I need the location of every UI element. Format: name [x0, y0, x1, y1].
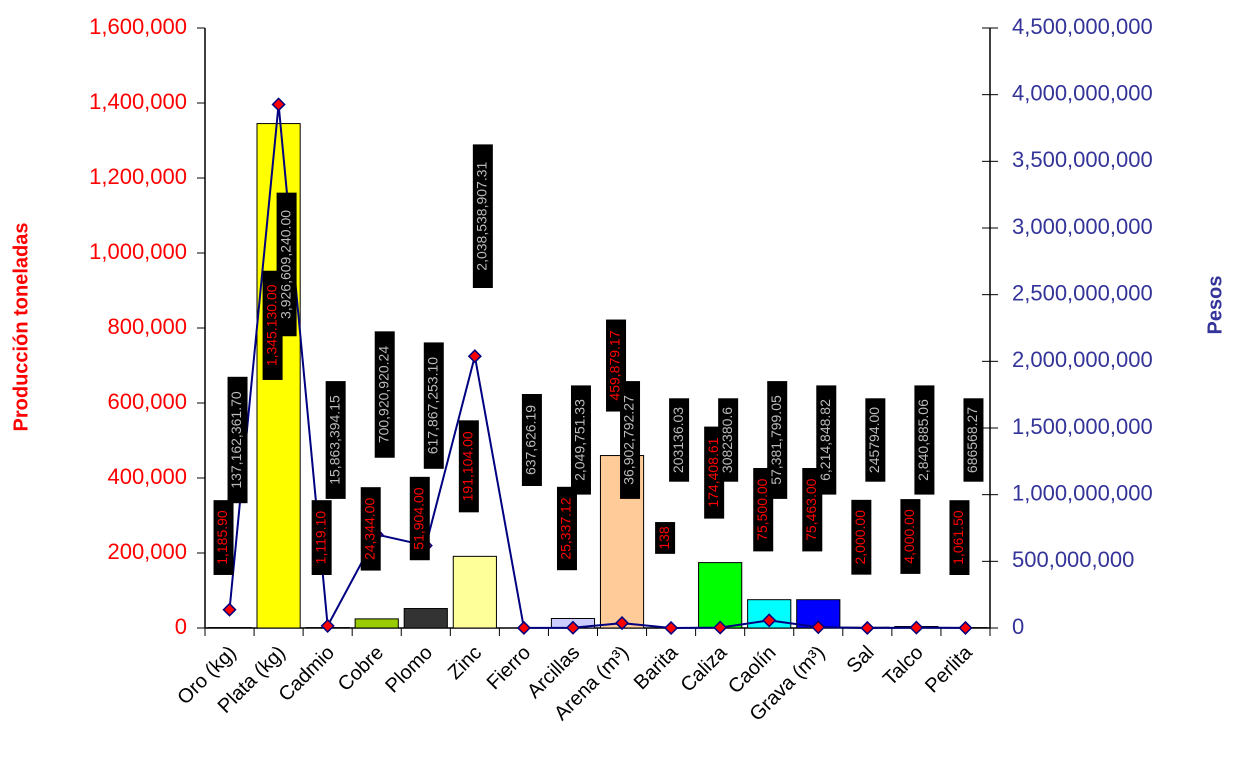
- x-tick-label: Cobre: [334, 642, 388, 696]
- data-label: 686568.27: [964, 407, 980, 473]
- y-tick-label: 800,000: [107, 314, 187, 339]
- data-label: 203136.03: [670, 407, 686, 473]
- y-tick-label: 0: [175, 614, 187, 639]
- y2-tick-label: 4,500,000,000: [1012, 14, 1153, 39]
- marker: [518, 622, 530, 634]
- data-label: 637,626.19: [523, 405, 539, 475]
- marker: [224, 604, 236, 616]
- data-label: 51,904.00: [410, 487, 426, 549]
- data-label: 25,337.12: [558, 497, 574, 559]
- bar: [453, 556, 496, 628]
- data-label: 245794.00: [866, 407, 882, 473]
- marker: [273, 98, 285, 110]
- y-tick-label: 1,200,000: [89, 164, 187, 189]
- data-label: 138: [656, 526, 672, 550]
- x-tick-label: Barita: [630, 641, 683, 694]
- y-tick-label: 1,400,000: [89, 89, 187, 114]
- y2-tick-label: 1,000,000,000: [1012, 480, 1153, 505]
- marker: [861, 622, 873, 634]
- data-label: 2,840,885.06: [915, 399, 931, 481]
- data-label: 700,920,920.24: [375, 346, 391, 444]
- y2-tick-label: 2,000,000,000: [1012, 347, 1153, 372]
- y-tick-label: 1,000,000: [89, 239, 187, 264]
- bar: [699, 563, 742, 628]
- y2-tick-label: 4,000,000,000: [1012, 80, 1153, 105]
- x-tick-label: Zinc: [444, 642, 486, 684]
- data-label: 2,049,751.33: [572, 399, 588, 481]
- x-tick-label: Perlita: [921, 641, 977, 697]
- data-label: 2,000.00: [852, 510, 868, 565]
- x-tick-label: Sal: [843, 642, 879, 678]
- data-label: 3082380.6: [719, 407, 735, 473]
- data-label: 1,119.10: [312, 511, 328, 565]
- y-tick-label: 600,000: [107, 389, 187, 414]
- data-label: 36,902,792.27: [621, 395, 637, 485]
- marker: [665, 622, 677, 634]
- y2-tick-label: 1,500,000,000: [1012, 414, 1153, 439]
- y2-tick-label: 500,000,000: [1012, 547, 1134, 572]
- y2-tick-label: 3,000,000,000: [1012, 214, 1153, 239]
- data-label: 24,344.00: [361, 498, 377, 560]
- y-tick-label: 400,000: [107, 464, 187, 489]
- marker: [469, 350, 481, 362]
- data-label: 6,214,848.82: [817, 399, 833, 481]
- y2-tick-label: 3,500,000,000: [1012, 147, 1153, 172]
- data-label: 15,863,394.15: [326, 395, 342, 485]
- x-tick-label: Plomo: [381, 642, 437, 698]
- y2-tick-label: 0: [1012, 614, 1024, 639]
- marker: [959, 622, 971, 634]
- data-label: 1,061.50: [950, 510, 966, 565]
- x-tick-label: Talco: [879, 642, 928, 691]
- data-label: 191,104.00: [460, 431, 476, 501]
- data-label: 4,000.00: [901, 509, 917, 564]
- marker: [910, 622, 922, 634]
- y-tick-label: 1,600,000: [89, 14, 187, 39]
- data-label: 1,185.90: [214, 510, 230, 565]
- data-label: 3,926,609,240.00: [277, 210, 293, 319]
- bar: [404, 609, 447, 628]
- data-label: 2,038,538,907.31: [474, 161, 490, 270]
- data-label: 57,381,799.05: [768, 395, 784, 485]
- marker: [322, 620, 334, 632]
- bar: [355, 619, 398, 628]
- y2-tick-label: 2,500,000,000: [1012, 280, 1153, 305]
- y-axis-title: Producción toneladas: [10, 223, 32, 432]
- data-label: 617,867,253.10: [424, 357, 440, 455]
- x-tick-label: Cadmio: [275, 642, 339, 706]
- x-tick-label: Caliza: [677, 641, 732, 696]
- data-label: 137,162,361.70: [228, 391, 244, 489]
- y2-axis-title: Pesos: [1204, 276, 1226, 335]
- y-tick-label: 200,000: [107, 539, 187, 564]
